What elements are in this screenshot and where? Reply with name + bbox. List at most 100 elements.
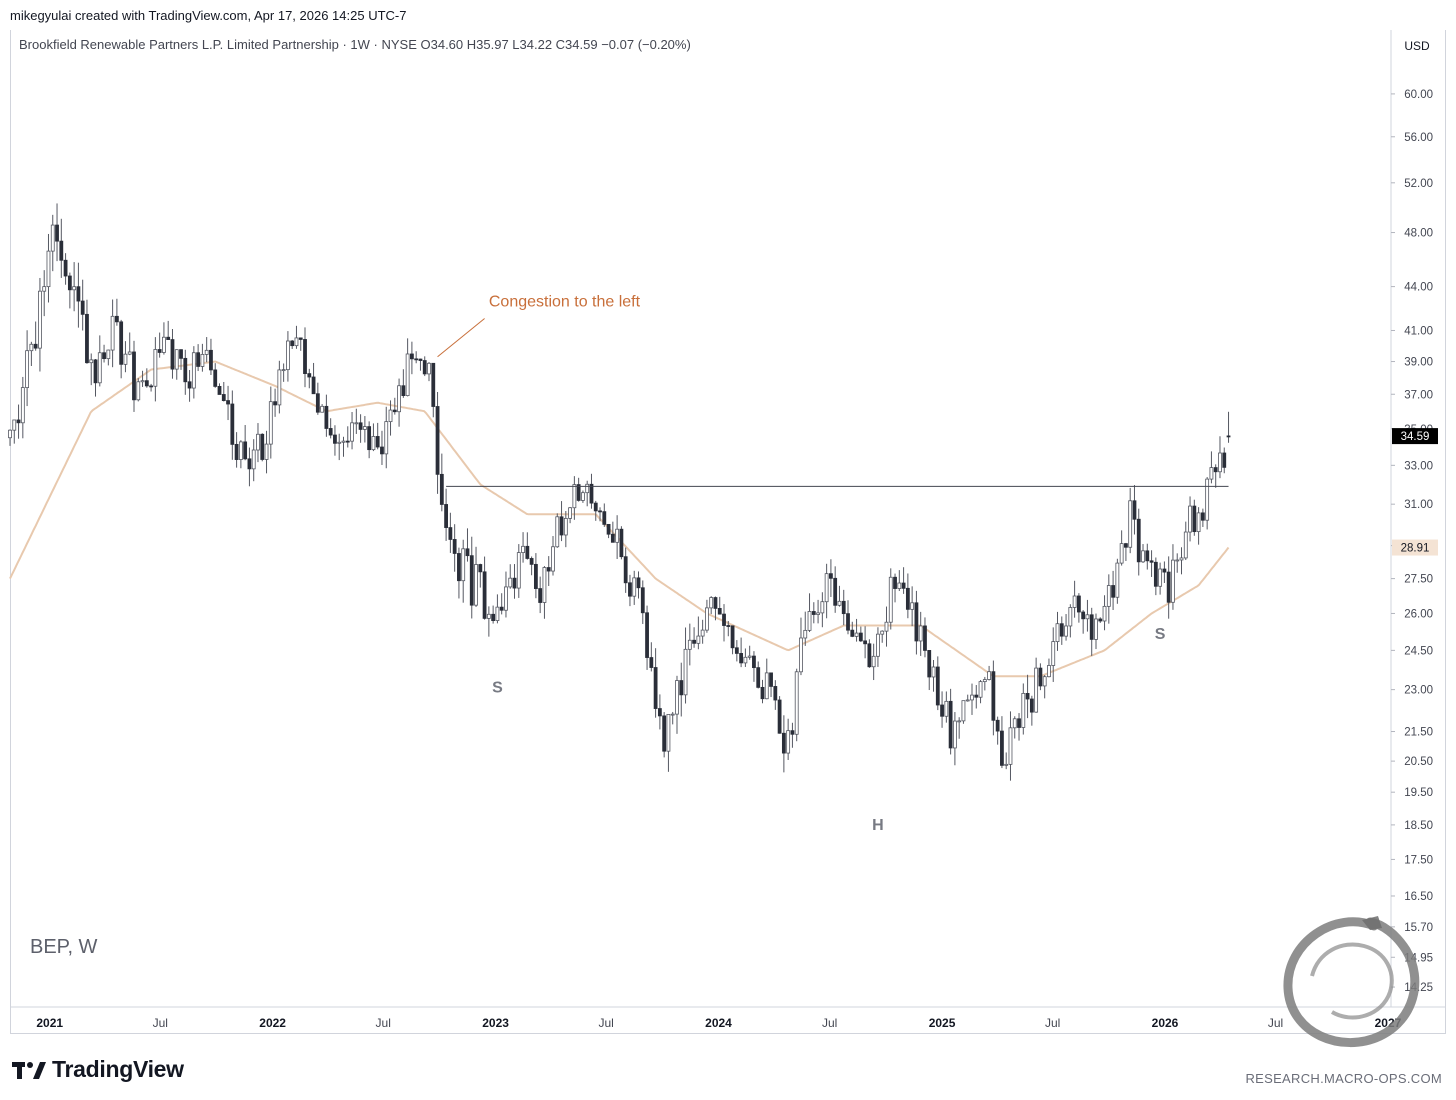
candle <box>1068 604 1073 638</box>
annotation-text: Congestion to the left <box>489 294 641 311</box>
candle-body-down <box>209 349 213 371</box>
candle <box>696 616 701 650</box>
candle-body-down <box>623 556 628 584</box>
candle <box>401 369 406 398</box>
candle <box>606 523 611 539</box>
candle <box>1218 436 1222 479</box>
candle-body-down <box>457 553 461 582</box>
candle <box>901 567 906 594</box>
price-tick-label: 41.00 <box>1404 325 1433 337</box>
candle-body-down <box>593 502 598 512</box>
candle <box>521 532 525 563</box>
candle-body-up <box>174 349 179 370</box>
candle-body-up <box>277 369 282 406</box>
candle-body-down <box>726 625 731 627</box>
candle <box>645 605 649 670</box>
candle <box>649 642 654 672</box>
candle <box>1029 695 1034 726</box>
candle <box>1171 544 1175 610</box>
candle-body-down <box>414 358 419 361</box>
candle-body-down <box>392 409 397 413</box>
candle-body-up <box>794 671 799 735</box>
candle <box>1200 508 1205 527</box>
candle <box>675 675 679 734</box>
candle <box>880 630 885 643</box>
candle <box>1021 683 1026 735</box>
candle-body-up <box>615 528 620 543</box>
candle-body-down <box>914 602 919 642</box>
candle <box>474 546 478 607</box>
candle <box>546 556 551 586</box>
candle <box>657 694 662 730</box>
candle-body-down <box>217 386 222 395</box>
candle <box>568 507 572 524</box>
candle-body-down <box>546 567 551 572</box>
candle <box>1098 617 1103 623</box>
candle-body-up <box>970 694 974 701</box>
candle <box>410 341 414 375</box>
candle <box>25 330 30 407</box>
candle-body-down <box>410 353 414 360</box>
candle <box>452 524 457 572</box>
candle-body-down <box>114 315 119 323</box>
candle <box>183 349 188 395</box>
candle-body-down <box>328 428 333 436</box>
candle-body-down <box>157 349 162 353</box>
candle <box>593 500 598 521</box>
candle-body-up <box>371 436 376 451</box>
candle-body-down <box>811 611 816 615</box>
candle <box>1072 580 1077 618</box>
candle <box>811 602 816 624</box>
annotation-arrow <box>437 318 485 358</box>
last-price-badge: 34.59 <box>1392 428 1438 445</box>
candle-body-up <box>320 405 325 413</box>
candle-body-down <box>324 405 329 429</box>
candle <box>388 400 393 436</box>
candle <box>709 596 714 615</box>
candle <box>576 477 581 502</box>
price-tick-label: 52.00 <box>1404 178 1433 190</box>
candle <box>422 356 427 377</box>
candle-body-down <box>482 571 487 619</box>
candle <box>846 600 850 635</box>
candle-body-down <box>149 385 153 388</box>
candle-body-up <box>1012 718 1017 729</box>
pattern-label: H <box>872 817 884 834</box>
candle-body-down <box>657 708 662 717</box>
candle <box>1149 550 1154 577</box>
candle <box>858 626 863 642</box>
candle-body-up <box>25 350 30 388</box>
candle-body-up <box>204 349 209 355</box>
candle <box>1205 477 1210 530</box>
candle <box>72 262 77 312</box>
candle <box>944 691 949 723</box>
candle <box>589 473 594 509</box>
candle-body-down <box>1081 611 1086 620</box>
candle-body-up <box>555 516 560 548</box>
tradingview-brand[interactable]: TradingView <box>12 1056 184 1083</box>
candle <box>829 559 833 597</box>
candle <box>170 328 175 379</box>
candle <box>773 680 778 710</box>
candle-body-up <box>585 483 590 494</box>
candle-body-up <box>743 656 748 664</box>
candle-body-up <box>508 577 513 588</box>
candle-body-down <box>315 393 320 413</box>
candle-body-up <box>803 629 808 639</box>
candle-body-down <box>1153 561 1158 587</box>
price-tick-label: 27.50 <box>1404 574 1433 586</box>
candle-body-up <box>1196 512 1201 533</box>
candle <box>653 648 658 718</box>
candle-body-up <box>670 713 675 716</box>
candle-body-up <box>281 369 286 372</box>
candle <box>162 322 166 355</box>
candle <box>444 488 449 541</box>
candle <box>63 253 68 285</box>
candle <box>294 325 299 349</box>
candle-body-up <box>153 349 158 387</box>
candle-body-down <box>469 555 474 606</box>
candle-body-down <box>1222 452 1227 468</box>
candle <box>110 299 115 368</box>
candle <box>247 447 252 487</box>
